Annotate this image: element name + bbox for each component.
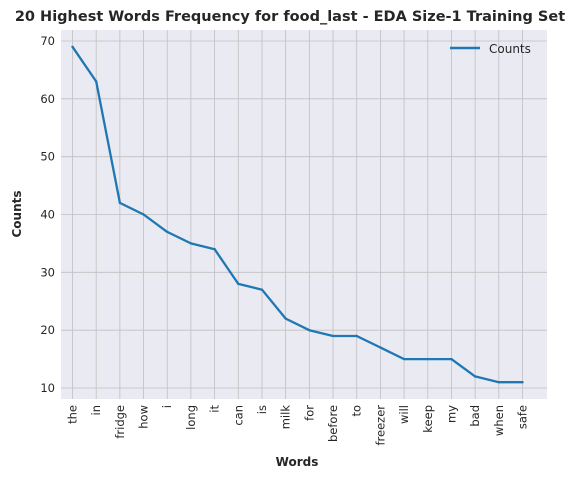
x-tick-label: safe bbox=[516, 405, 530, 429]
x-axis-label: Words bbox=[276, 455, 319, 469]
data-point bbox=[237, 283, 239, 285]
data-point bbox=[379, 346, 381, 348]
x-tick-label: how bbox=[137, 405, 151, 429]
y-axis-label: Counts bbox=[10, 190, 24, 237]
x-axis-ticks: the in fridge how i long it can is milk for before t… bbox=[66, 405, 530, 446]
x-tick-label: before bbox=[326, 405, 340, 442]
x-tick-label: when bbox=[492, 405, 506, 436]
x-tick-label: in bbox=[89, 405, 103, 415]
data-point bbox=[95, 80, 97, 82]
y-tick-label: 70 bbox=[40, 34, 55, 48]
data-point bbox=[190, 242, 192, 244]
data-point bbox=[119, 202, 121, 204]
data-point bbox=[474, 375, 476, 377]
y-tick-label: 40 bbox=[40, 208, 55, 222]
data-point bbox=[403, 358, 405, 360]
x-tick-label: fridge bbox=[113, 405, 127, 439]
y-tick-label: 60 bbox=[40, 92, 55, 106]
x-tick-label: bad bbox=[468, 405, 482, 427]
x-tick-label: milk bbox=[279, 405, 293, 430]
y-tick-label: 50 bbox=[40, 150, 55, 164]
data-point bbox=[166, 231, 168, 233]
x-tick-label: to bbox=[350, 405, 364, 417]
data-point bbox=[261, 288, 263, 290]
chart-title: 20 Highest Words Frequency for food_last… bbox=[15, 9, 565, 25]
x-tick-label: freezer bbox=[373, 405, 387, 446]
data-point bbox=[450, 358, 452, 360]
data-point bbox=[356, 335, 358, 337]
data-point bbox=[427, 358, 429, 360]
x-tick-label: keep bbox=[421, 405, 435, 433]
x-tick-label: my bbox=[444, 405, 458, 423]
y-tick-label: 20 bbox=[40, 323, 55, 337]
legend-label: Counts bbox=[489, 42, 531, 56]
y-tick-label: 10 bbox=[40, 381, 55, 395]
x-tick-label: will bbox=[397, 405, 411, 424]
data-point bbox=[498, 381, 500, 383]
data-point bbox=[308, 329, 310, 331]
x-tick-label: long bbox=[184, 405, 198, 430]
x-tick-label: is bbox=[255, 405, 269, 414]
data-point bbox=[332, 335, 334, 337]
data-point bbox=[521, 381, 523, 383]
y-tick-label: 30 bbox=[40, 265, 55, 279]
x-tick-label: can bbox=[231, 405, 245, 426]
x-tick-label: the bbox=[66, 405, 80, 424]
x-tick-label: it bbox=[208, 405, 222, 413]
x-tick-label: for bbox=[302, 405, 316, 421]
x-tick-label: i bbox=[160, 405, 174, 408]
data-point bbox=[213, 248, 215, 250]
data-point bbox=[71, 46, 73, 48]
data-point bbox=[142, 213, 144, 215]
data-point bbox=[284, 317, 286, 319]
y-axis-ticks: 10 20 30 40 50 60 70 bbox=[40, 34, 55, 395]
